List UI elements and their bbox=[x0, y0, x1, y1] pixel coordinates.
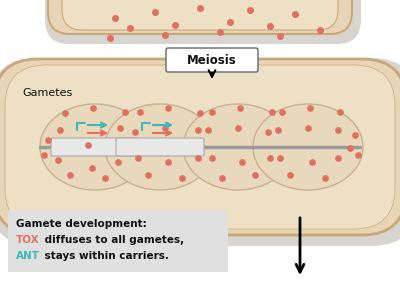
FancyBboxPatch shape bbox=[0, 58, 400, 246]
FancyBboxPatch shape bbox=[116, 138, 204, 156]
FancyBboxPatch shape bbox=[0, 59, 400, 235]
FancyBboxPatch shape bbox=[51, 138, 139, 156]
Ellipse shape bbox=[40, 104, 150, 190]
Text: diffuses to all gametes,: diffuses to all gametes, bbox=[41, 235, 184, 245]
Text: Gamete development:: Gamete development: bbox=[16, 219, 147, 229]
Text: Gametes: Gametes bbox=[22, 88, 72, 98]
FancyBboxPatch shape bbox=[5, 65, 395, 229]
FancyBboxPatch shape bbox=[62, 0, 338, 30]
Ellipse shape bbox=[183, 104, 293, 190]
Text: ANT: ANT bbox=[16, 251, 40, 261]
Text: Meiosis: Meiosis bbox=[187, 53, 237, 66]
Ellipse shape bbox=[105, 104, 215, 190]
FancyBboxPatch shape bbox=[45, 0, 361, 44]
FancyBboxPatch shape bbox=[8, 210, 228, 272]
Ellipse shape bbox=[253, 104, 363, 190]
Text: TOX: TOX bbox=[16, 235, 40, 245]
Text: stays within carriers.: stays within carriers. bbox=[41, 251, 169, 261]
FancyBboxPatch shape bbox=[48, 0, 352, 34]
FancyBboxPatch shape bbox=[166, 48, 258, 72]
